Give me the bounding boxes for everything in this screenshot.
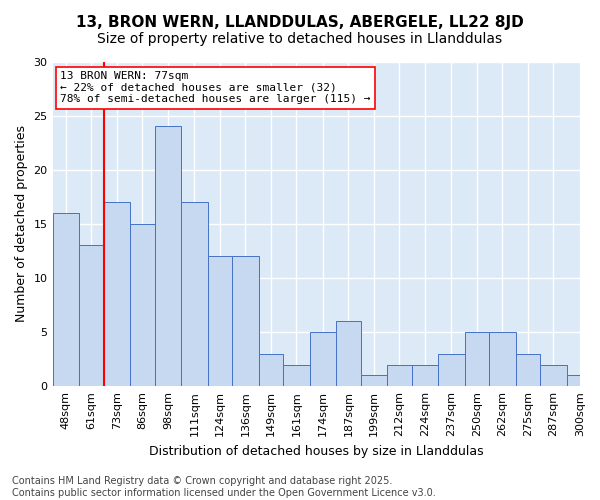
X-axis label: Distribution of detached houses by size in Llanddulas: Distribution of detached houses by size … [149, 444, 484, 458]
Bar [53, 213, 79, 386]
Bar [361, 376, 387, 386]
Bar [567, 376, 593, 386]
Bar [79, 246, 104, 386]
Bar [155, 126, 181, 386]
Text: 13, BRON WERN, LLANDDULAS, ABERGELE, LL22 8JD: 13, BRON WERN, LLANDDULAS, ABERGELE, LL2… [76, 15, 524, 30]
Y-axis label: Number of detached properties: Number of detached properties [15, 126, 28, 322]
Bar [104, 202, 130, 386]
Text: Contains HM Land Registry data © Crown copyright and database right 2025.
Contai: Contains HM Land Registry data © Crown c… [12, 476, 436, 498]
Text: Size of property relative to detached houses in Llanddulas: Size of property relative to detached ho… [97, 32, 503, 46]
Bar [208, 256, 232, 386]
Bar [130, 224, 155, 386]
Bar [181, 202, 208, 386]
Bar [387, 364, 412, 386]
Bar [232, 256, 259, 386]
Bar [540, 364, 567, 386]
Bar [310, 332, 336, 386]
Bar [489, 332, 516, 386]
Bar [336, 321, 361, 386]
Bar [259, 354, 283, 386]
Bar [465, 332, 489, 386]
Bar [516, 354, 540, 386]
Bar [438, 354, 465, 386]
Text: 13 BRON WERN: 77sqm
← 22% of detached houses are smaller (32)
78% of semi-detach: 13 BRON WERN: 77sqm ← 22% of detached ho… [61, 71, 371, 104]
Bar [412, 364, 438, 386]
Bar [283, 364, 310, 386]
